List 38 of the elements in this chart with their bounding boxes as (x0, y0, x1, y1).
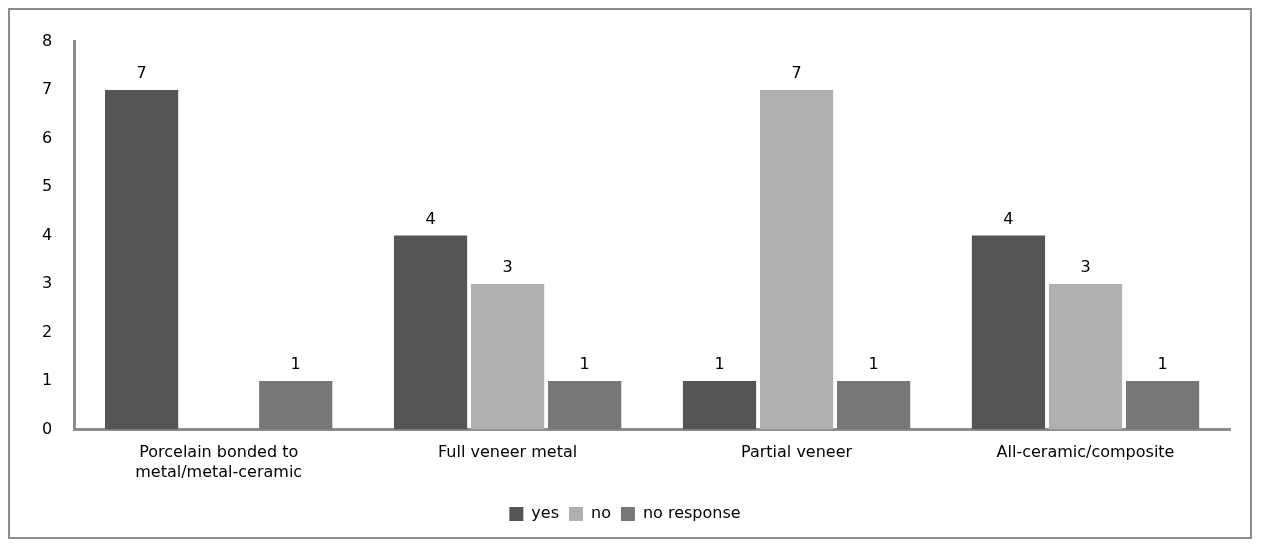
y-tick-label: 5 (41, 176, 53, 196)
bar (1048, 284, 1123, 430)
bar (471, 284, 545, 430)
data-label: 7 (136, 63, 147, 83)
bar (682, 381, 757, 430)
y-tick-label: 7 (41, 79, 53, 99)
data-label: 7 (791, 63, 802, 83)
data-label: 4 (1003, 208, 1014, 228)
bar (971, 235, 1046, 430)
bar (393, 235, 468, 430)
legend-label: yes (531, 503, 560, 523)
bar (105, 90, 179, 430)
x-tick-label: Full veneer metal (438, 442, 578, 462)
x-tick-label: Porcelain bonded to metal/metal-ceramic (135, 442, 303, 481)
x-tick-label: Partial veneer (741, 442, 853, 462)
data-label: 4 (425, 208, 436, 228)
bar (837, 381, 911, 430)
x-tick-label: All-ceramic/composite (996, 442, 1175, 462)
y-tick-label: 2 (41, 321, 53, 341)
data-label: 1 (290, 354, 301, 374)
data-label: 1 (1157, 354, 1168, 374)
data-label: 1 (868, 354, 879, 374)
y-tick-label: 8 (41, 30, 53, 50)
y-tick-label: 3 (41, 273, 53, 293)
data-label: 3 (1080, 257, 1091, 277)
y-tick-label: 1 (41, 370, 53, 390)
data-label: 1 (579, 354, 590, 374)
data-label: 1 (714, 354, 725, 374)
bar (548, 381, 622, 430)
data-label: 3 (502, 257, 513, 277)
bar (759, 90, 834, 430)
y-tick-label: 4 (41, 224, 53, 244)
bar (259, 381, 333, 430)
legend-label: no response (642, 503, 741, 523)
legend-label: no (591, 503, 611, 523)
y-tick-label: 6 (41, 127, 53, 147)
bar (1125, 381, 1200, 430)
y-tick-label: 0 (41, 418, 53, 438)
